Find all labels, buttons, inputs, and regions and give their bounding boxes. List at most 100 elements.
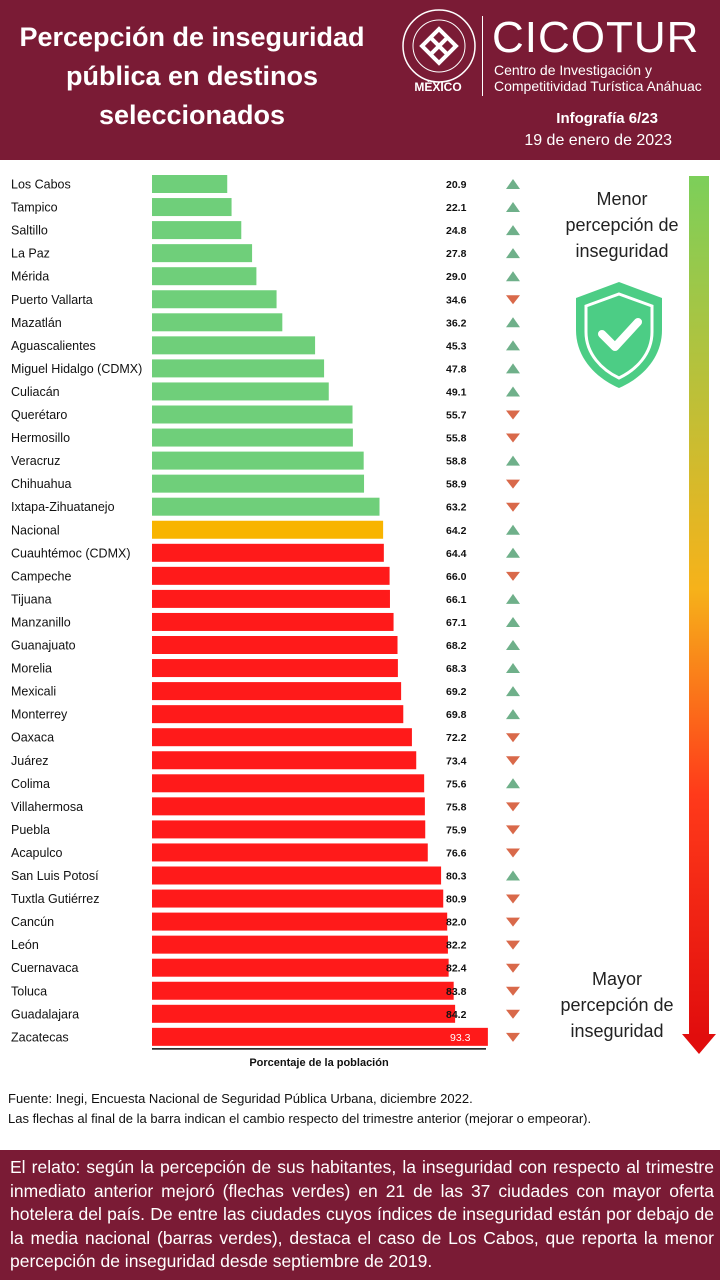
trend-down-icon: [506, 410, 520, 420]
source-line: Fuente: Inegi, Encuesta Nacional de Segu…: [8, 1091, 473, 1106]
trend-up-icon: [506, 663, 520, 674]
data-label: 75.8: [446, 801, 467, 813]
data-label: 69.8: [446, 709, 467, 721]
bar: [152, 820, 426, 839]
data-label: 66.1: [446, 594, 467, 606]
source-note: Fuente: Inegi, Encuesta Nacional de Segu…: [8, 1089, 714, 1129]
data-label: 82.0: [446, 917, 467, 929]
trend-down-icon: [506, 571, 520, 581]
category-label: Juárez: [11, 754, 49, 768]
trend-up-icon: [506, 547, 520, 558]
brand-line-2: Competitividad Turística Anáhuac: [494, 78, 702, 94]
trend-down-icon: [506, 1032, 520, 1042]
bar: [152, 705, 404, 724]
data-label: 58.9: [446, 479, 467, 491]
bar: [152, 981, 454, 1000]
bar: [152, 244, 253, 263]
category-label: Mérida: [11, 270, 49, 284]
bar: [152, 290, 277, 309]
data-label: 20.9: [446, 179, 467, 191]
category-label: Ixtapa-Zihuatanejo: [11, 500, 115, 514]
data-label: 82.4: [446, 963, 467, 975]
infografia-number: Infografía 6/23: [556, 110, 658, 127]
category-label: Chihuahua: [11, 477, 72, 491]
category-label: León: [11, 938, 39, 952]
trend-up-icon: [506, 593, 520, 604]
chart-svg: Los Cabos 20.9 Tampico 22.1 Saltillo 24.8 La P…: [11, 175, 520, 1069]
bar: [152, 751, 417, 770]
trend-up-icon: [506, 179, 520, 189]
trend-down-icon: [506, 963, 520, 973]
data-label: 75.6: [446, 778, 467, 790]
trend-up-icon: [506, 778, 520, 789]
category-label: Villahermosa: [11, 800, 83, 814]
data-label: 63.2: [446, 502, 467, 514]
bar: [152, 520, 384, 539]
data-label: 34.6: [446, 294, 467, 306]
trend-down-icon: [506, 479, 520, 489]
trend-up-icon: [506, 686, 520, 697]
bar: [152, 267, 257, 286]
data-label: 45.3: [446, 340, 467, 352]
bar: [152, 889, 444, 908]
category-label: Guadalajara: [11, 1007, 79, 1021]
bar: [152, 797, 425, 816]
data-label: 68.2: [446, 640, 467, 652]
category-label: Tijuana: [11, 592, 52, 606]
data-label: 80.3: [446, 871, 467, 883]
data-label: 58.8: [446, 456, 467, 468]
trend-up-icon: [506, 640, 520, 650]
trend-up-icon: [506, 524, 520, 535]
data-label: 76.6: [446, 847, 467, 859]
data-label: 73.4: [446, 755, 467, 767]
bar: [152, 774, 425, 793]
bar: [152, 958, 449, 977]
trend-down-icon: [506, 940, 520, 950]
bar: [152, 451, 364, 470]
data-label: 36.2: [446, 317, 467, 329]
bar: [152, 474, 365, 493]
category-label: Culiacán: [11, 385, 60, 399]
publication-date: 19 de enero de 2023: [524, 132, 672, 149]
trend-up-icon: [506, 225, 520, 236]
bar: [152, 336, 316, 355]
category-label: Mexicali: [11, 685, 56, 699]
category-label: Querétaro: [11, 408, 67, 422]
trend-down-icon: [506, 733, 520, 743]
arrows-note: Las flechas al final de la barra indican…: [8, 1111, 592, 1126]
trend-up-icon: [506, 386, 520, 397]
bar: [152, 359, 325, 378]
bar: [152, 566, 390, 585]
bar: [152, 843, 428, 862]
data-label: 68.3: [446, 663, 467, 675]
bar: [152, 405, 353, 424]
data-label: 69.2: [446, 686, 467, 698]
category-label: La Paz: [11, 247, 50, 261]
trend-up-icon: [506, 248, 520, 259]
trend-up-icon: [506, 317, 520, 328]
category-label: Morelia: [11, 662, 52, 676]
bar: [152, 497, 380, 516]
brand-line-1: Centro de Investigación y: [494, 62, 652, 78]
bar: [152, 1027, 488, 1046]
bar: [152, 428, 353, 447]
bar: [152, 728, 412, 747]
trend-down-icon: [506, 986, 520, 996]
bar: [152, 175, 228, 193]
footer-text: El relato: según la percepción de sus ha…: [10, 1157, 714, 1271]
category-label: Guanajuato: [11, 639, 76, 653]
trend-up-icon: [506, 340, 520, 351]
data-label: 47.8: [446, 363, 467, 375]
bar: [152, 612, 394, 631]
bar: [152, 912, 448, 931]
category-label: Puerto Vallarta: [11, 293, 93, 307]
category-label: Acapulco: [11, 846, 62, 860]
category-label: Colima: [11, 777, 50, 791]
category-label: Aguascalientes: [11, 339, 96, 353]
data-label: 64.4: [446, 548, 467, 560]
category-label: Toluca: [11, 984, 47, 998]
trend-down-icon: [506, 756, 520, 766]
x-axis-label: Porcentaje de la población: [249, 1057, 389, 1069]
category-label: Oaxaca: [11, 731, 54, 745]
category-label: Monterrey: [11, 708, 68, 722]
